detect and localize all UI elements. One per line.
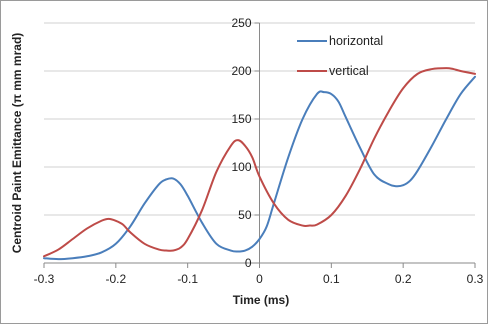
y-tick-labels: 0 50 100 150 200 250	[231, 16, 260, 270]
x-tick-label: 0.2	[395, 272, 412, 286]
y-tick-label: 0	[245, 256, 252, 270]
x-tick-label: 0.1	[323, 272, 340, 286]
x-tick-label: -0.3	[34, 272, 55, 286]
x-tick-label: -0.2	[105, 272, 126, 286]
y-tick-label: 100	[231, 160, 251, 174]
y-tick-label: 200	[231, 64, 251, 78]
legend-label-vertical: vertical	[329, 64, 369, 78]
x-tick-label: 0	[256, 272, 263, 286]
series-lines	[43, 67, 476, 261]
axes	[44, 23, 475, 264]
series-line-horizontal	[43, 75, 476, 261]
y-axis-title: Centroid Paint Emittance (π mm mrad)	[10, 33, 24, 254]
y-tick-label: 150	[231, 112, 251, 126]
x-axis-title: Time (ms)	[233, 293, 289, 307]
legend: horizontal vertical	[297, 34, 383, 78]
x-tick-label: -0.1	[177, 272, 198, 286]
y-tick-label: 250	[231, 16, 251, 30]
series-line-vertical	[43, 67, 476, 258]
x-tick-labels: -0.3 -0.2 -0.1 0 0.1 0.2 0.3	[34, 263, 484, 286]
y-tick-label: 50	[238, 208, 252, 222]
legend-label-horizontal: horizontal	[329, 34, 383, 48]
x-tick-label: 0.3	[467, 272, 484, 286]
